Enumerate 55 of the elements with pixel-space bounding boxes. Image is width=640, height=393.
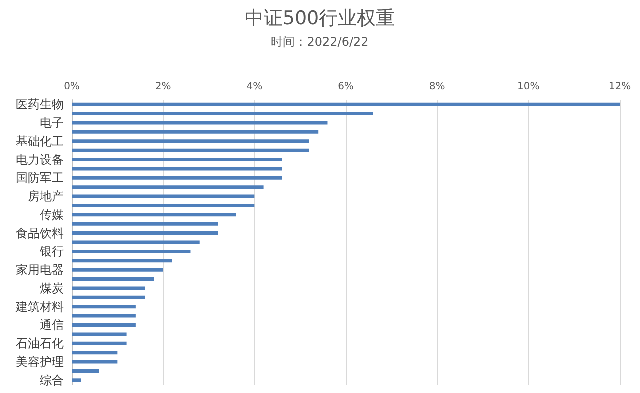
bar — [72, 351, 118, 355]
bar — [72, 176, 282, 180]
bar — [72, 158, 282, 162]
bar — [72, 286, 146, 290]
y-tick-label: 综合 — [40, 373, 64, 388]
y-tick-label: 石油石化 — [16, 336, 64, 351]
x-tick-label: 0% — [64, 82, 80, 92]
y-tick-label: 医药生物 — [16, 98, 64, 112]
y-tick-label: 建筑材料 — [15, 300, 64, 314]
y-tick-label: 煤炭 — [40, 281, 64, 296]
x-tick-label: 2% — [155, 82, 172, 92]
y-tick-label: 食品饮料 — [16, 226, 64, 240]
bar — [72, 232, 218, 236]
bar — [72, 305, 136, 309]
bar — [72, 342, 127, 346]
y-tick-label: 美容护理 — [16, 355, 64, 370]
x-tick-label: 10% — [518, 82, 540, 92]
bar — [72, 204, 255, 208]
bar — [72, 213, 236, 217]
bar — [72, 121, 328, 125]
y-tick-label: 国防军工 — [16, 171, 64, 186]
chart-title: 中证500行业权重 — [244, 8, 396, 30]
x-tick-label: 8% — [429, 82, 446, 92]
y-tick-label: 传媒 — [40, 208, 64, 222]
bar — [72, 222, 218, 226]
bar — [72, 314, 136, 318]
bar — [72, 296, 146, 300]
y-tick-label: 电子 — [40, 116, 64, 130]
bar — [72, 268, 164, 272]
bar — [72, 378, 82, 382]
bar — [72, 323, 136, 327]
bar — [72, 148, 310, 152]
bar — [72, 194, 255, 198]
bar — [72, 112, 374, 116]
x-tick-label: 6% — [338, 82, 354, 92]
bar — [72, 360, 118, 364]
y-tick-label: 银行 — [39, 244, 64, 259]
y-tick-label: 通信 — [40, 318, 64, 332]
bar — [72, 167, 282, 171]
bar — [72, 332, 127, 336]
bar — [72, 250, 191, 254]
y-tick-label: 电力设备 — [16, 152, 64, 167]
bar — [72, 369, 100, 373]
chart-subtitle: 时间：2022/6/22 — [271, 35, 369, 49]
y-tick-label: 房地产 — [28, 190, 64, 204]
bar — [72, 140, 310, 144]
x-tick-label: 4% — [246, 82, 263, 92]
bar — [72, 278, 154, 282]
bar — [72, 186, 264, 190]
bar — [72, 102, 620, 106]
y-tick-label: 基础化工 — [16, 134, 64, 148]
y-tick-label: 家用电器 — [16, 263, 64, 278]
bar — [72, 130, 319, 134]
bar — [72, 259, 172, 263]
x-tick-label: 12% — [608, 82, 632, 92]
